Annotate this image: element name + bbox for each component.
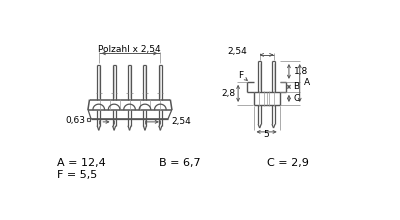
Text: C = 2,9: C = 2,9 (267, 158, 308, 168)
Text: F: F (238, 71, 244, 80)
Text: 2,8: 2,8 (222, 89, 236, 98)
Text: 2,54: 2,54 (228, 47, 247, 56)
Text: B = 6,7: B = 6,7 (159, 158, 200, 168)
Text: F = 5,5: F = 5,5 (57, 170, 98, 180)
Text: 1,8: 1,8 (294, 67, 308, 76)
Text: C: C (294, 94, 300, 103)
Text: 0,63: 0,63 (65, 116, 85, 125)
Text: A: A (304, 79, 310, 88)
Bar (87, 118, 90, 121)
Text: B: B (294, 82, 300, 91)
Text: 5: 5 (264, 130, 270, 139)
Text: 2,54: 2,54 (171, 117, 191, 126)
Text: Polzahl x 2,54: Polzahl x 2,54 (98, 45, 161, 54)
Text: A = 12,4: A = 12,4 (57, 158, 106, 168)
